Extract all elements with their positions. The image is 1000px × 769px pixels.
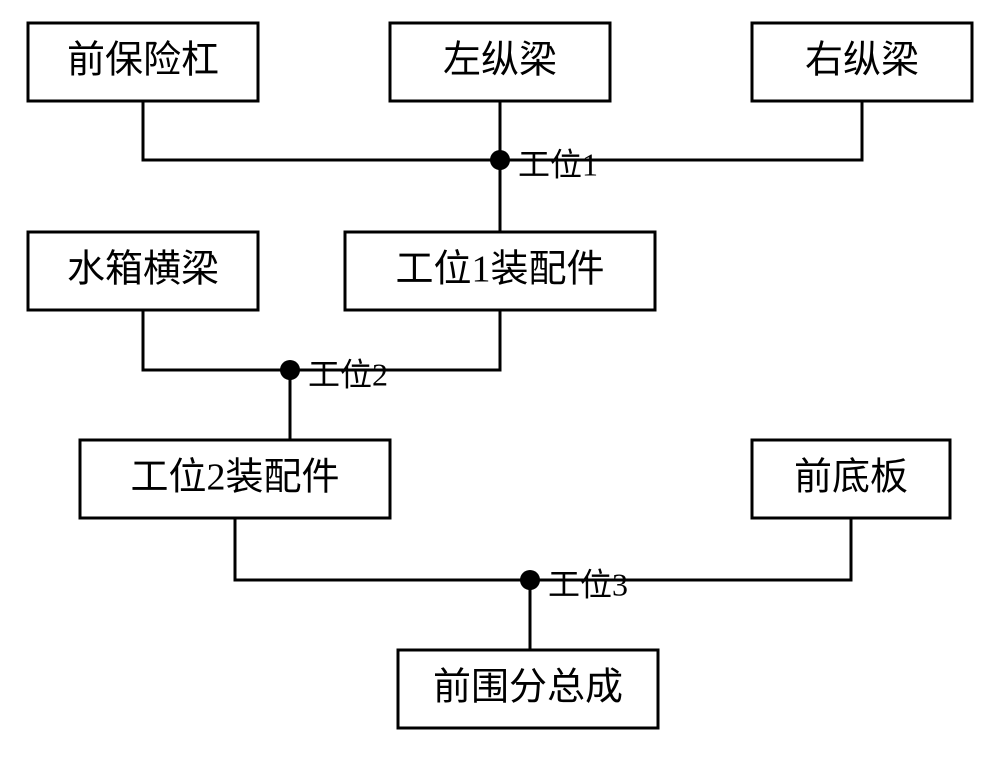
edge: [143, 310, 290, 370]
node-station2_asm: 工位2装配件: [80, 440, 390, 518]
node-label: 前保险杠: [67, 40, 219, 82]
node-front_bumper: 前保险杠: [28, 23, 258, 101]
node-label: 水箱横梁: [67, 249, 219, 291]
node-label: 工位1装配件: [395, 249, 604, 291]
node-station1_asm: 工位1装配件: [345, 232, 655, 310]
junction-dot-j1: [490, 150, 510, 170]
node-front_end_asm: 前围分总成: [398, 650, 658, 728]
junction-label-j3: 工位3: [548, 566, 628, 602]
junction-dot-j2: [280, 360, 300, 380]
edge: [143, 101, 500, 160]
node-label: 左纵梁: [443, 40, 557, 82]
node-label: 工位2装配件: [130, 457, 339, 499]
node-label: 前围分总成: [433, 667, 623, 709]
edge: [235, 518, 530, 580]
node-front_floor: 前底板: [752, 440, 950, 518]
node-label: 右纵梁: [805, 40, 919, 82]
junction-dot-j3: [520, 570, 540, 590]
node-label: 前底板: [794, 457, 908, 499]
node-left_rail: 左纵梁: [390, 23, 610, 101]
junction-label-j2: 工位2: [308, 356, 388, 392]
junction-label-j1: 工位1: [518, 146, 598, 182]
node-right_rail: 右纵梁: [752, 23, 972, 101]
node-radiator_beam: 水箱横梁: [28, 232, 258, 310]
